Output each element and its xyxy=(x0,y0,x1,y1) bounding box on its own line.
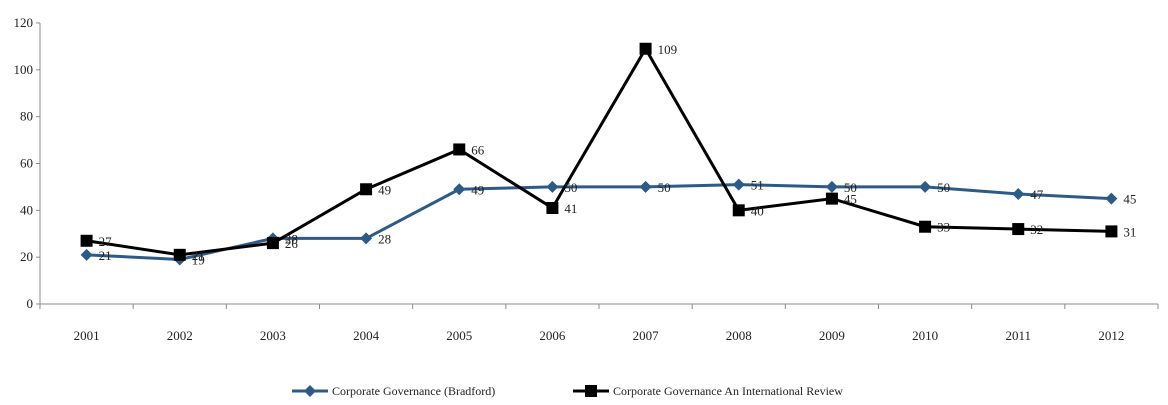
series-1-point xyxy=(919,180,932,193)
series-2-data-label: 26 xyxy=(285,236,299,251)
series-1-data-label: 47 xyxy=(1030,187,1044,202)
y-tick-label: 20 xyxy=(20,249,33,264)
x-tick-label: 2012 xyxy=(1098,328,1124,343)
series-1-data-label: 19 xyxy=(192,253,205,268)
legend-marker-1 xyxy=(304,385,316,397)
series-1-data-label: 50 xyxy=(937,180,950,195)
x-tick-label: 2008 xyxy=(726,328,752,343)
series-2-data-label: 32 xyxy=(1030,222,1043,237)
x-tick-label: 2003 xyxy=(260,328,286,343)
series-1-point xyxy=(732,178,745,191)
series-1-data-label: 28 xyxy=(378,231,391,246)
y-tick-label: 80 xyxy=(20,109,33,124)
series-1-data-label: 28 xyxy=(285,231,298,246)
axes: 0 20 40 60 80 100 120 2001 2002 2003 2004 2005 2006 2… xyxy=(14,15,1159,343)
series-line-2 xyxy=(86,45,1112,257)
series-2-data-label: 33 xyxy=(937,220,950,235)
x-tick-label: 2010 xyxy=(912,328,938,343)
series-2-data-label: 41 xyxy=(564,201,577,216)
series-2-point xyxy=(173,248,186,261)
series-2-point xyxy=(919,220,932,233)
series-1-data-label: 21 xyxy=(99,248,112,263)
series-1-point xyxy=(1105,192,1118,205)
series-1-data-label: 45 xyxy=(1123,192,1136,207)
x-tick-label: 2002 xyxy=(167,328,193,343)
legend-marker-2 xyxy=(585,385,597,397)
series-1-point xyxy=(1012,187,1025,200)
series-2-point xyxy=(1012,223,1025,236)
series-1-data-label: 51 xyxy=(751,178,764,193)
series-2-point xyxy=(453,143,466,156)
series-2-data-label: 66 xyxy=(471,142,485,157)
series-1-point xyxy=(825,180,838,193)
legend-label-1: Corporate Governance (Bradford) xyxy=(332,384,495,398)
series-line-1 xyxy=(86,183,1112,262)
series-2-data-label: 21 xyxy=(192,248,205,263)
series-2-point xyxy=(266,237,279,250)
x-tick-label: 2006 xyxy=(539,328,566,343)
x-tick-label: 2009 xyxy=(819,328,845,343)
series-1-point xyxy=(360,232,373,245)
legend: Corporate Governance (Bradford) Corporate… xyxy=(292,384,843,398)
series-2-point xyxy=(546,201,559,214)
x-tick-label: 2011 xyxy=(1005,328,1031,343)
series-2-point xyxy=(732,204,745,217)
series-1-point xyxy=(639,180,652,193)
y-tick-label: 0 xyxy=(27,296,34,311)
series-2-point xyxy=(639,42,652,55)
y-tick-label: 120 xyxy=(14,15,34,30)
y-tick-label: 60 xyxy=(20,156,33,171)
series-2-data-label: 27 xyxy=(99,234,113,249)
series-1-data-label: 50 xyxy=(564,180,577,195)
y-tick-label: 100 xyxy=(14,62,34,77)
series-2-data-label: 45 xyxy=(844,192,857,207)
series-2-data-label: 40 xyxy=(751,203,764,218)
y-tick-label: 40 xyxy=(20,202,33,217)
series-2-data-label: 31 xyxy=(1123,224,1136,239)
x-tick-label: 2004 xyxy=(353,328,380,343)
series-1-point xyxy=(453,183,466,196)
legend-label-2: Corporate Governance An International Re… xyxy=(613,384,843,398)
series-1-data-label: 50 xyxy=(658,180,671,195)
series-lines xyxy=(86,45,1112,262)
series-1-data-label: 49 xyxy=(471,182,484,197)
x-tick-label: 2007 xyxy=(633,328,660,343)
series-2-point xyxy=(825,192,838,205)
series-1-point xyxy=(80,248,93,261)
series-1-point xyxy=(546,180,559,193)
series-1-data-label: 50 xyxy=(844,180,857,195)
series-2-point xyxy=(80,234,93,247)
series-2-point xyxy=(360,183,373,196)
series-2-point xyxy=(1105,225,1118,238)
x-tick-label: 2001 xyxy=(74,328,100,343)
series-2-data-label: 109 xyxy=(658,42,678,57)
series-2-data-label: 49 xyxy=(378,182,391,197)
x-tick-label: 2005 xyxy=(446,328,472,343)
series-markers xyxy=(80,42,1118,266)
